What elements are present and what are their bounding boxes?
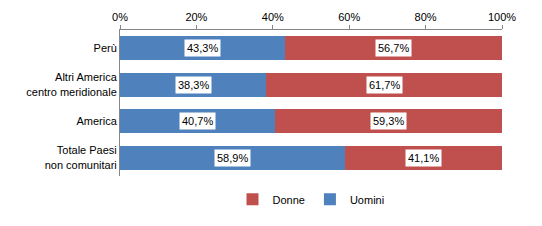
svg-text:40%: 40% bbox=[262, 11, 284, 23]
svg-text:41,1%: 41,1% bbox=[408, 152, 439, 164]
svg-text:20%: 20% bbox=[185, 11, 207, 23]
svg-text:Perù: Perù bbox=[94, 42, 117, 54]
svg-text:61,7%: 61,7% bbox=[369, 79, 400, 91]
svg-text:59,3%: 59,3% bbox=[373, 115, 404, 127]
svg-text:100%: 100% bbox=[488, 11, 516, 23]
svg-text:0%: 0% bbox=[112, 11, 128, 23]
svg-text:56,7%: 56,7% bbox=[378, 42, 409, 54]
svg-text:Altri Americacentro meridional: Altri Americacentro meridionale bbox=[26, 71, 117, 97]
svg-text:Uomini: Uomini bbox=[350, 194, 384, 206]
svg-text:80%: 80% bbox=[415, 11, 437, 23]
svg-text:Donne: Donne bbox=[273, 194, 305, 206]
svg-text:America: America bbox=[76, 115, 117, 127]
svg-text:Totale Paesinon comunitari: Totale Paesinon comunitari bbox=[45, 144, 117, 170]
svg-text:58,9%: 58,9% bbox=[217, 152, 248, 164]
svg-text:43,3%: 43,3% bbox=[187, 42, 218, 54]
svg-text:40,7%: 40,7% bbox=[182, 115, 213, 127]
svg-text:38,3%: 38,3% bbox=[178, 79, 209, 91]
svg-text:60%: 60% bbox=[338, 11, 360, 23]
